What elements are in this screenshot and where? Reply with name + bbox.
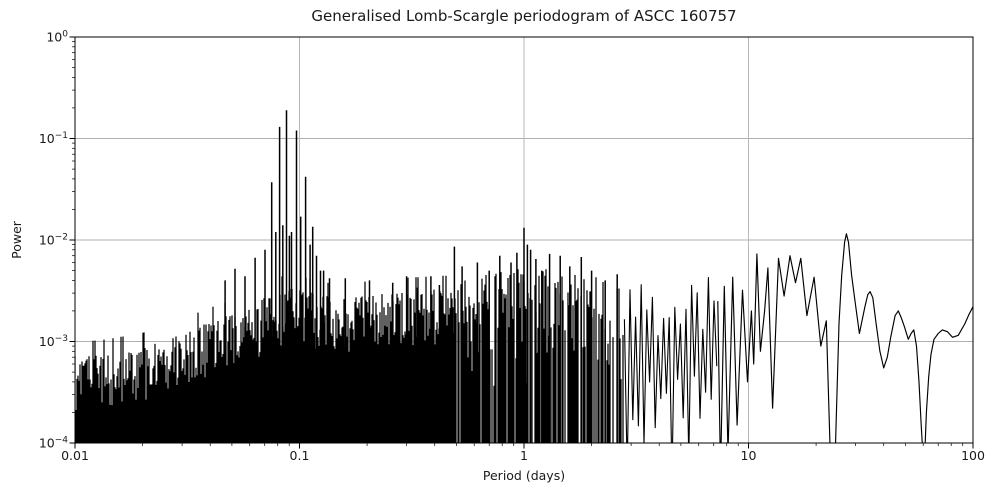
- noise-zigzag-line: [623, 277, 718, 443]
- y-tick-label: 10−1: [39, 131, 68, 146]
- y-tick-label: 10−4: [39, 436, 68, 451]
- y-tick-label: 100: [46, 30, 68, 45]
- series-layer: [75, 110, 973, 443]
- y-tick-label: 10−3: [39, 334, 68, 349]
- tick-layer: 0.01 0.1 1 10 100 100 10−1 10−2 10−3 10−4: [39, 30, 985, 464]
- smooth-tail-line: [717, 233, 973, 443]
- y-tick-label: 10−2: [39, 233, 68, 248]
- main-peak-spikes: [224, 110, 618, 443]
- chart-title: Generalised Lomb-Scargle periodogram of …: [311, 7, 736, 25]
- x-tick-label: 0.1: [290, 448, 310, 463]
- x-axis-label: Period (days): [483, 468, 565, 483]
- x-tick-label: 0.01: [61, 448, 89, 463]
- y-axis-label: Power: [9, 220, 24, 259]
- x-tick-label: 1: [520, 448, 528, 463]
- noise-bars-mid-period: [457, 269, 624, 443]
- x-tick-label: 10: [741, 448, 757, 463]
- x-tick-label: 100: [961, 448, 985, 463]
